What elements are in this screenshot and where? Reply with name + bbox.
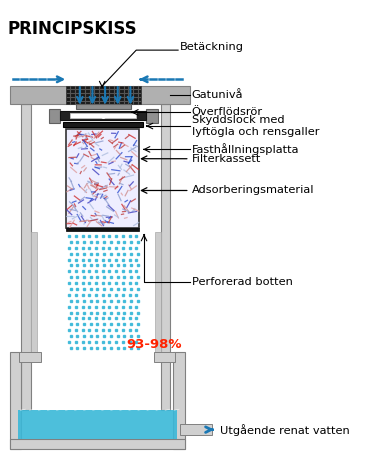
Bar [66, 228, 139, 231]
Text: PRINCIPSKISS: PRINCIPSKISS [8, 20, 138, 38]
Bar [76, 104, 131, 109]
Bar [66, 129, 139, 228]
Bar [66, 86, 141, 104]
Bar [146, 109, 158, 123]
Bar [154, 352, 175, 362]
Bar [180, 424, 212, 436]
Text: Utgående renat vatten: Utgående renat vatten [220, 424, 350, 436]
Text: Gatunivå: Gatunivå [192, 90, 243, 100]
Text: Skyddslock med
lyftögla och rensgaller: Skyddslock med lyftögla och rensgaller [192, 115, 319, 137]
Bar [173, 352, 185, 449]
Bar [31, 232, 37, 352]
Text: Perforerad botten: Perforerad botten [192, 277, 293, 287]
Bar [17, 410, 177, 439]
Text: Överflödsrör: Överflödsrör [192, 107, 263, 117]
Text: Fasthållningsplatta: Fasthållningsplatta [192, 144, 299, 155]
Bar [70, 114, 136, 118]
Bar [10, 352, 21, 449]
Bar [10, 439, 185, 449]
Text: Betäckning: Betäckning [180, 42, 244, 52]
Bar [60, 112, 146, 120]
Bar [21, 104, 31, 410]
Bar [49, 109, 60, 123]
Text: Adsorberingsmaterial: Adsorberingsmaterial [192, 186, 314, 195]
Bar [19, 352, 41, 362]
Bar [63, 122, 143, 127]
Bar [155, 232, 161, 352]
Bar [161, 104, 170, 410]
Text: Filterkassett: Filterkassett [192, 154, 261, 164]
Bar [10, 86, 190, 104]
Text: 93-98%: 93-98% [127, 338, 182, 350]
